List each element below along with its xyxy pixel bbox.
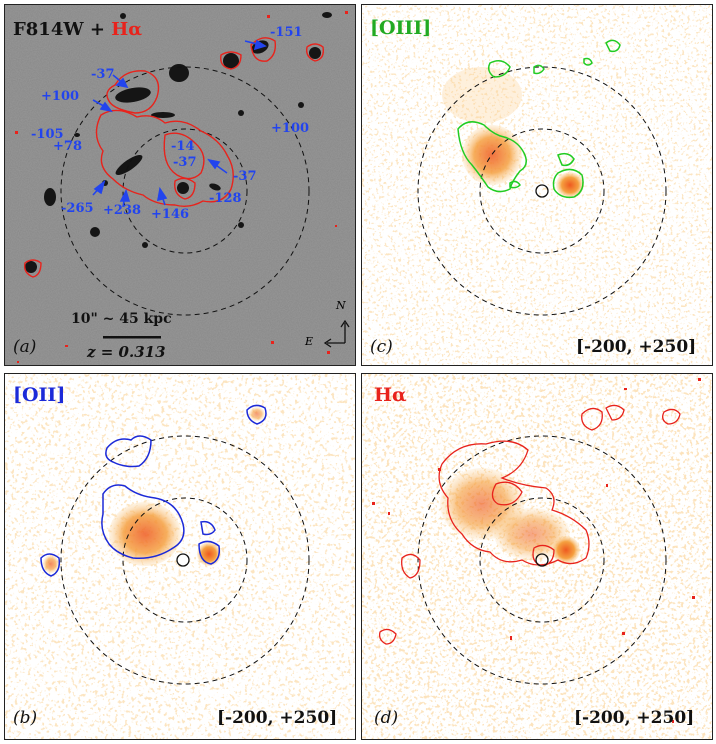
outer-dashed-circle xyxy=(60,66,310,316)
qso-marker xyxy=(176,553,190,567)
vel-label: +238 xyxy=(103,203,142,218)
panel-d-title: Hα xyxy=(374,384,407,406)
panel-a-title: F814W + Hα xyxy=(13,19,142,40)
oii-contours xyxy=(40,404,267,577)
vel-label: -105 xyxy=(31,127,64,142)
redshift-label: z = 0.313 xyxy=(87,343,166,361)
inner-dashed-circle xyxy=(122,128,248,254)
panel-c-label: (c) xyxy=(370,337,393,357)
compass-north-label: N xyxy=(336,299,346,312)
panel-c-range: [-200, +250] xyxy=(576,337,697,357)
halpha-specks-d xyxy=(372,378,701,723)
halpha-contours xyxy=(23,37,325,278)
oiii-contours xyxy=(457,39,621,199)
panel-a-image xyxy=(5,5,355,365)
vel-label: -128 xyxy=(209,191,242,206)
vel-label: -37 xyxy=(233,169,257,184)
panel-b-title: [OII] xyxy=(13,384,66,406)
panel-a-title-base: F814W + xyxy=(13,19,112,40)
panel-b-label: (b) xyxy=(13,708,38,728)
panel-b-image xyxy=(5,374,355,739)
scale-label: 10" ~ 45 kpc xyxy=(71,311,172,327)
halpha-contours-d xyxy=(378,404,681,645)
compass-east-label: E xyxy=(305,335,314,348)
qso-marker xyxy=(535,553,549,567)
panel-a-title-accent: Hα xyxy=(111,19,143,40)
vel-label: -265 xyxy=(61,201,94,216)
vel-label: +100 xyxy=(41,89,80,104)
vel-label: +146 xyxy=(151,207,190,222)
qso-marker xyxy=(535,184,549,198)
halpha-specks xyxy=(15,11,348,363)
galaxies xyxy=(25,12,332,273)
panel-c-title: [OIII] xyxy=(370,17,432,39)
vel-label: +100 xyxy=(271,121,310,136)
panel-b-range: [-200, +250] xyxy=(217,708,338,728)
scale-bar xyxy=(103,336,161,339)
vel-label: -14 xyxy=(171,139,195,154)
panel-d-halpha: Hα (d) [-200, +250] xyxy=(361,373,713,740)
vel-label: -37 xyxy=(173,155,197,170)
panel-d-range: [-200, +250] xyxy=(574,708,695,728)
compass-icon xyxy=(323,319,350,348)
panel-d-image xyxy=(362,374,712,739)
vel-label: -37 xyxy=(91,67,115,82)
panel-b-oii: [OII] (b) [-200, +250] xyxy=(4,373,356,740)
vel-label: -151 xyxy=(270,25,303,40)
panel-c-image xyxy=(362,5,712,365)
vel-label: +78 xyxy=(53,139,82,154)
velocity-arrows xyxy=(92,39,267,208)
panel-d-label: (d) xyxy=(374,708,399,728)
panel-a-label: (a) xyxy=(13,337,37,357)
panel-a-f814w: F814W + Hα -151 -37 +100 -105 +78 +100 -… xyxy=(4,4,356,366)
panel-c-oiii: [OIII] (c) [-200, +250] xyxy=(361,4,713,366)
